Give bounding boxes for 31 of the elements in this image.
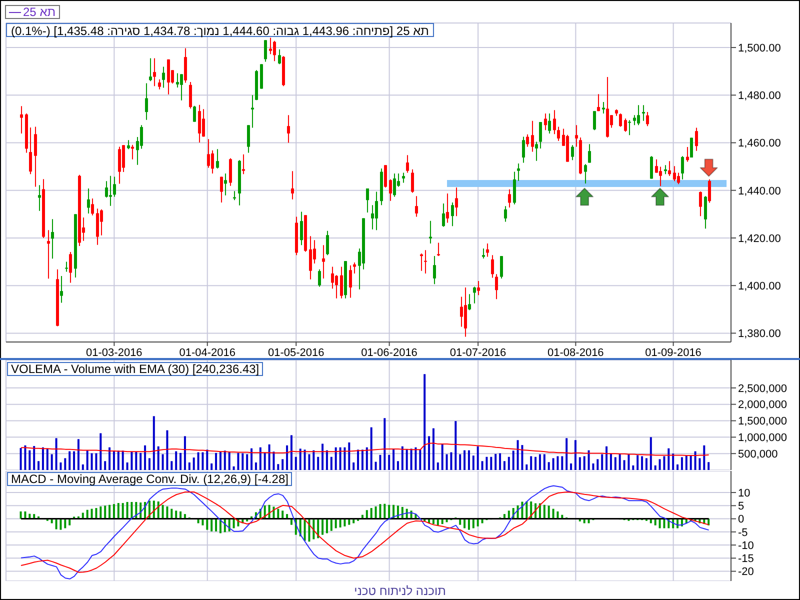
chart-subtitle: תא 25 [פתיחה: 1,443.96 גבוה: 1,444.60 נמוך: 1,434.78 סגירה: 1,435.48] (-0.1%) [6, 23, 434, 38]
x-tick-label: 01-09-2016 [645, 346, 702, 359]
x-tick-label: 01-08-2016 [548, 346, 604, 359]
x-tick-label: 01-06-2016 [361, 346, 418, 359]
chart-title: VOLEMA - Volume with EMA (30) [240,236.43] [11, 362, 260, 376]
y-tick-label: 1,500.00 [738, 42, 781, 54]
y-tick-label: 1,500,000 [738, 416, 787, 428]
y-tick-label: 1,000,000 [738, 432, 787, 444]
y-tick-label: -10 [738, 540, 754, 552]
x-tick-label: 01-04-2016 [179, 346, 236, 359]
y-tick-label: -5 [738, 526, 748, 539]
y-tick-label: 10 [738, 487, 750, 500]
y-tick-label: 2,500,000 [738, 382, 787, 395]
y-tick-label: -15 [738, 553, 754, 566]
chart-title: תא 25 [23, 5, 56, 19]
y-tick-label: 0 [738, 514, 744, 526]
y-tick-label: 1,400.00 [738, 280, 781, 292]
x-tick-label: 01-07-2016 [450, 346, 506, 359]
y-tick-label: 1,380.00 [738, 328, 781, 340]
y-tick-label: 1,460.00 [738, 138, 781, 150]
y-tick-label: 1,420.00 [738, 232, 781, 245]
y-tick-label: -20 [738, 566, 754, 578]
y-tick-label: 500,000 [738, 448, 778, 460]
y-tick-label: 5 [738, 500, 744, 513]
text: תוכנה לניתוח טכני [353, 584, 447, 598]
y-tick-label: 1,480.00 [738, 90, 781, 102]
y-tick-label: 1,440.00 [738, 185, 781, 198]
y-tick-label: 2,000,000 [738, 399, 787, 412]
x-tick-label: 01-05-2016 [268, 346, 324, 359]
x-tick-label: 01-03-2016 [86, 346, 142, 359]
chart-title: MACD - Moving Average Conv. Div. (12,26,9) [-4.28] [11, 472, 288, 486]
